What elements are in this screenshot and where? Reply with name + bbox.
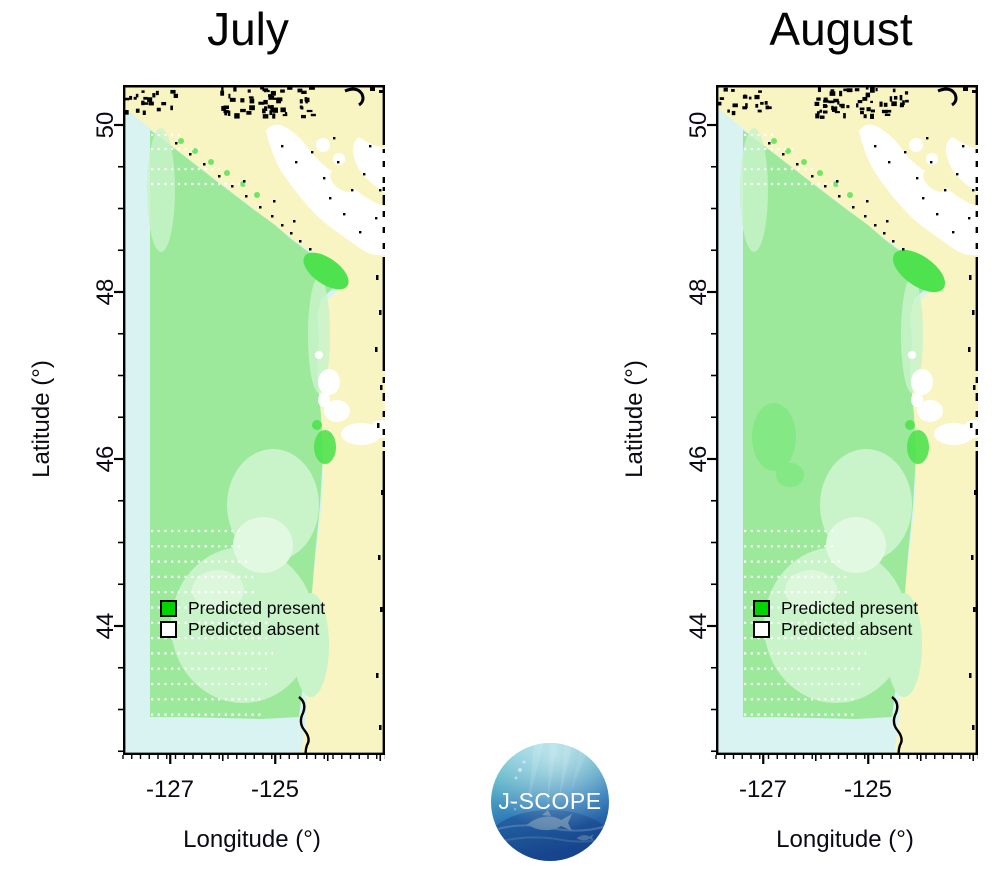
legend: Predicted present Predicted absent — [753, 598, 918, 640]
x-tick--125: -125 — [250, 776, 300, 803]
x-tick--127: -127 — [738, 776, 788, 803]
legend-present-swatch — [160, 600, 177, 617]
jscope-logo-text: J-SCOPE — [498, 788, 601, 814]
legend-absent-label: Predicted absent — [188, 619, 320, 639]
panel-title-august: August — [769, 3, 913, 55]
legend-absent-label: Predicted absent — [781, 619, 913, 639]
legend-row-present: Predicted present — [160, 598, 325, 619]
y-axis-label: Latitude (°) — [28, 360, 55, 478]
panel-july: July 50 48 46 44 Latitude (°) Predicted … — [28, 3, 385, 853]
jscope-logo-image: J-SCOPE — [491, 743, 609, 861]
panel-august: August 50 48 46 44 Latitude (°) Predicte… — [593, 0, 1000, 879]
map-july — [114, 85, 385, 764]
legend-absent-swatch — [753, 621, 770, 638]
legend-absent-swatch — [160, 621, 177, 638]
legend-present-label: Predicted present — [188, 598, 326, 618]
x-axis-label: Longitude (°) — [776, 826, 914, 853]
jscope-logo: J-SCOPE — [490, 742, 610, 862]
legend-row-absent: Predicted absent — [160, 619, 325, 640]
legend-present-label: Predicted present — [781, 598, 919, 618]
legend: Predicted present Predicted absent — [160, 598, 325, 640]
map-august — [707, 85, 978, 764]
x-tick--125: -125 — [843, 776, 893, 803]
legend-present-swatch — [753, 600, 770, 617]
y-axis-label: Latitude (°) — [621, 360, 648, 478]
panel-title-july: July — [207, 3, 289, 55]
legend-row-present: Predicted present — [753, 598, 918, 619]
legend-row-absent: Predicted absent — [753, 619, 918, 640]
x-tick--127: -127 — [145, 776, 195, 803]
x-axis-label: Longitude (°) — [183, 826, 321, 853]
